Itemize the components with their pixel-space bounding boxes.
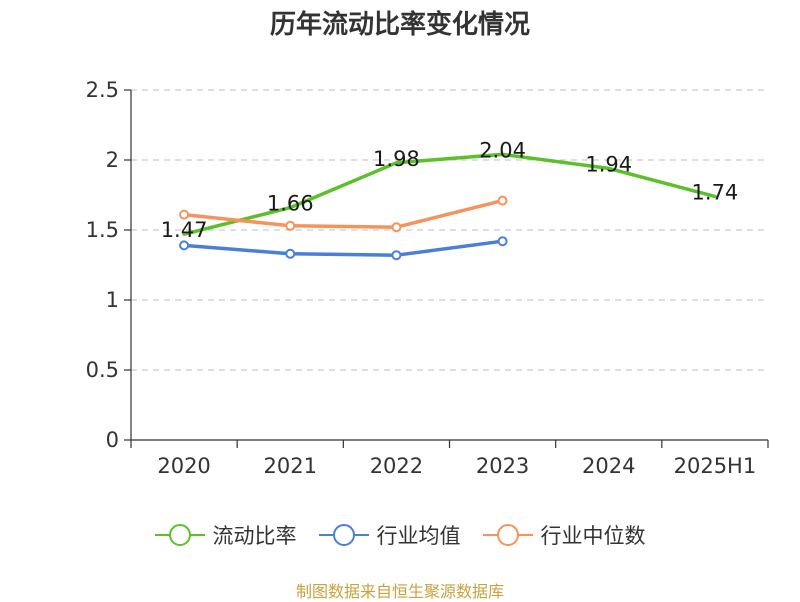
y-tick-label: 1.5 (86, 218, 119, 242)
series-line (182, 152, 717, 236)
series-line (182, 198, 505, 229)
legend-swatch-icon (482, 523, 533, 547)
chart-title: 历年流动比率变化情况 (269, 10, 530, 40)
data-label: 1.66 (267, 192, 314, 216)
data-label: 1.98 (373, 147, 420, 171)
y-tick-label: 0 (106, 428, 119, 452)
data-label: 1.94 (585, 152, 632, 176)
data-point (285, 220, 296, 231)
data-point (179, 240, 190, 251)
legend-item-current-ratio[interactable]: 流动比率 (154, 520, 297, 550)
data-point (391, 222, 402, 233)
legend: 流动比率 行业均值 行业中位数 (0, 520, 800, 550)
data-label: 1.47 (161, 218, 208, 242)
legend-label: 行业均值 (376, 524, 461, 548)
data-point (497, 195, 508, 206)
data-point (285, 248, 296, 259)
data-label: 2.04 (479, 138, 526, 162)
y-tick-label: 1 (106, 288, 119, 312)
legend-swatch-icon (154, 523, 205, 547)
data-label: 1.74 (692, 180, 739, 204)
data-point (391, 250, 402, 261)
legend-item-industry-mean[interactable]: 行业均值 (318, 520, 461, 550)
y-tick-label: 2.5 (86, 78, 119, 102)
legend-label: 行业中位数 (540, 524, 646, 548)
series-line (182, 239, 505, 257)
legend-item-industry-median[interactable]: 行业中位数 (482, 520, 646, 550)
y-tick-label: 2 (106, 148, 119, 172)
x-tick-label: 2020 (157, 454, 210, 478)
y-tick-label: 0.5 (86, 358, 119, 382)
data-point (179, 209, 190, 220)
x-tick-label: 2024 (582, 454, 635, 478)
data-source-note: 制图数据来自恒生聚源数据库 (295, 582, 504, 601)
data-point (497, 236, 508, 247)
legend-label: 流动比率 (212, 524, 297, 548)
x-tick-label: 2022 (370, 454, 423, 478)
x-tick-label: 2023 (476, 454, 529, 478)
legend-swatch-icon (318, 523, 369, 547)
x-tick-label: 2021 (264, 454, 317, 478)
x-tick-label: 2025H1 (674, 454, 757, 478)
